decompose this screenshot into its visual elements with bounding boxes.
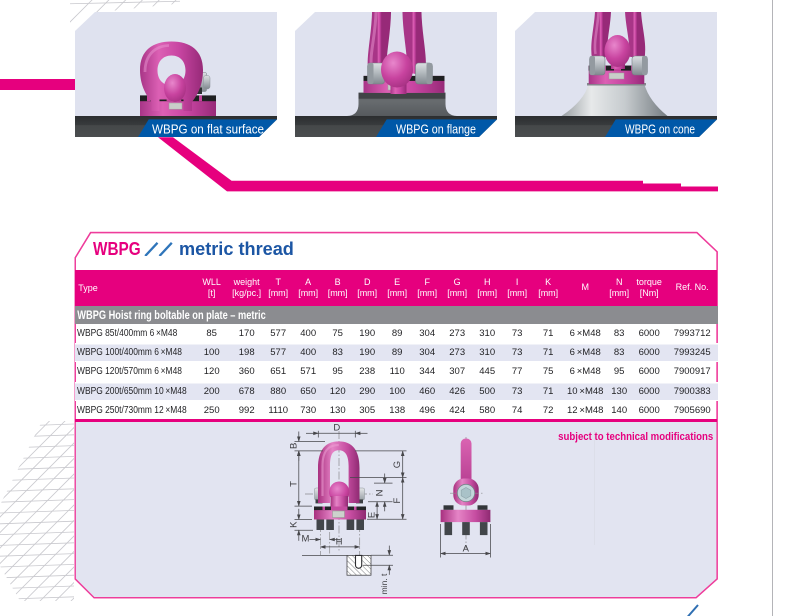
svg-text:WBPG on cone: WBPG on cone	[625, 121, 695, 136]
svg-text:H: H	[336, 536, 343, 547]
svg-text:K: K	[288, 521, 299, 528]
svg-text:D: D	[333, 423, 340, 434]
svg-text:WBPG on flange: WBPG on flange	[396, 121, 476, 136]
svg-text:F: F	[392, 498, 403, 504]
svg-text:E: E	[367, 512, 378, 518]
svg-text:WBPG on flat surface: WBPG on flat surface	[152, 121, 264, 136]
svg-text:M: M	[302, 534, 310, 545]
svg-text:T: T	[288, 481, 299, 487]
svg-text:N: N	[374, 489, 385, 496]
svg-text:G: G	[392, 461, 403, 468]
svg-text:min. t: min. t	[379, 573, 389, 594]
svg-text:A: A	[463, 543, 470, 554]
svg-text:B: B	[288, 443, 299, 449]
